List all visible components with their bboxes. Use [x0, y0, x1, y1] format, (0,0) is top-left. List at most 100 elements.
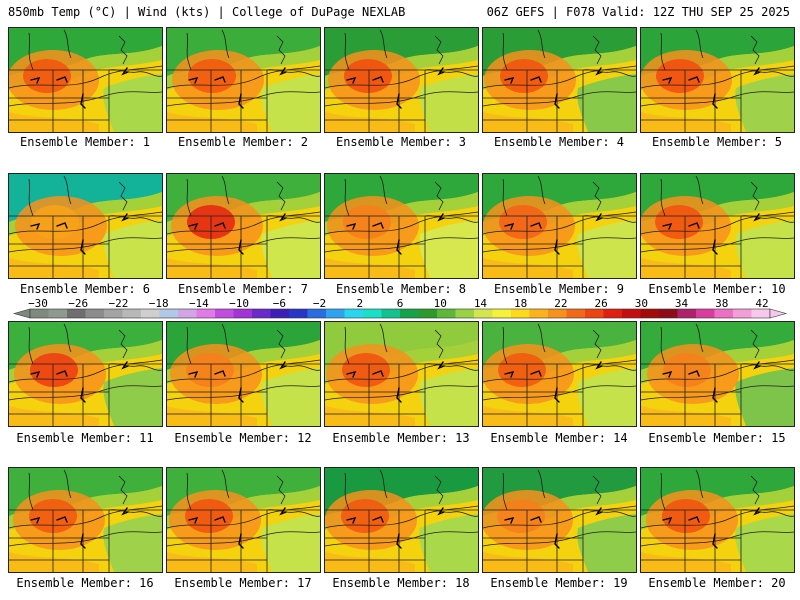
- panel-caption-member-14: Ensemble Member: 14: [490, 431, 628, 445]
- colorbar-swatch: [122, 309, 142, 318]
- map-panel-member-9: [482, 173, 637, 279]
- panel-caption-member-18: Ensemble Member: 18: [332, 576, 470, 590]
- colorbar-swatch: [659, 309, 678, 318]
- colorbar-swatch: [307, 309, 327, 318]
- colorbar-swatch: [696, 309, 715, 318]
- map-panel-member-10: [640, 173, 795, 279]
- colorbar-label: −6: [272, 297, 286, 310]
- colorbar-swatch: [85, 309, 105, 318]
- colorbar-label: 38: [715, 297, 729, 310]
- colorbar-swatch: [603, 309, 623, 318]
- map-panel-member-3: [324, 27, 479, 133]
- colorbar-swatch: [159, 309, 179, 318]
- panel-caption-member-12: Ensemble Member: 12: [174, 431, 312, 445]
- panel-caption-member-3: Ensemble Member: 3: [335, 135, 467, 149]
- colorbar-swatch: [196, 309, 216, 318]
- map-panel-member-15: [640, 321, 795, 427]
- colorbar-swatch: [326, 309, 345, 318]
- colorbar-swatch: [455, 309, 475, 318]
- panel-caption-member-8: Ensemble Member: 8: [335, 282, 467, 296]
- panel-caption-member-5: Ensemble Member: 5: [651, 135, 783, 149]
- colorbar-label: 42: [755, 297, 769, 310]
- colorbar-left-arrow: [12, 308, 31, 319]
- colorbar-swatch: [585, 309, 604, 318]
- colorbar-swatch: [437, 309, 456, 318]
- colorbar-swatch: [492, 309, 512, 318]
- panel-caption-member-4: Ensemble Member: 4: [493, 135, 625, 149]
- colorbar-swatch: [289, 309, 308, 318]
- colorbar-swatch: [511, 309, 530, 318]
- map-panel-member-17: [166, 467, 321, 573]
- map-panel-member-1: [8, 27, 163, 133]
- colorbar-swatch: [714, 309, 734, 318]
- panel-caption-member-11: Ensemble Member: 11: [16, 431, 154, 445]
- panel-caption-member-10: Ensemble Member: 10: [648, 282, 786, 296]
- colorbar-swatch: [751, 309, 771, 318]
- map-panel-member-20: [640, 467, 795, 573]
- colorbar-swatch: [566, 309, 586, 318]
- panel-caption-member-16: Ensemble Member: 16: [16, 576, 154, 590]
- colorbar-label: −18: [148, 297, 169, 310]
- map-panel-member-14: [482, 321, 637, 427]
- colorbar-swatch: [474, 309, 493, 318]
- colorbar-swatch: [344, 309, 364, 318]
- panel-caption-member-1: Ensemble Member: 1: [19, 135, 151, 149]
- map-panel-member-18: [324, 467, 479, 573]
- colorbar-label: 26: [594, 297, 608, 310]
- colorbar-label: 18: [514, 297, 528, 310]
- colorbar-label: 14: [473, 297, 488, 310]
- colorbar-swatch: [400, 309, 419, 318]
- panel-caption-member-17: Ensemble Member: 17: [174, 576, 312, 590]
- colorbar-swatch: [48, 309, 68, 318]
- colorbar-label: −2: [312, 297, 327, 310]
- colorbar-swatch: [548, 309, 567, 318]
- panel-caption-member-6: Ensemble Member: 6: [19, 282, 151, 296]
- panel-caption-member-19: Ensemble Member: 19: [490, 576, 628, 590]
- colorbar-swatch: [381, 309, 401, 318]
- map-panel-member-2: [166, 27, 321, 133]
- map-panel-member-11: [8, 321, 163, 427]
- map-panel-member-8: [324, 173, 479, 279]
- colorbar-swatch: [529, 309, 549, 318]
- map-panel-member-4: [482, 27, 637, 133]
- colorbar-swatch: [104, 309, 123, 318]
- map-panel-member-13: [324, 321, 479, 427]
- temperature-colorbar: [12, 308, 788, 319]
- panel-caption-member-9: Ensemble Member: 9: [493, 282, 625, 296]
- colorbar-label: 6: [396, 297, 404, 310]
- map-panel-member-6: [8, 173, 163, 279]
- colorbar-swatch: [418, 309, 438, 318]
- colorbar-swatch: [67, 309, 86, 318]
- header-title-left: 850mb Temp (°C) | Wind (kts) | College o…: [8, 5, 406, 19]
- panel-caption-member-2: Ensemble Member: 2: [177, 135, 309, 149]
- colorbar-label: 34: [674, 297, 689, 310]
- colorbar-swatch: [30, 309, 49, 318]
- colorbar-label: 30: [634, 297, 648, 310]
- colorbar-label: −10: [229, 297, 250, 310]
- colorbar-swatch: [141, 309, 160, 318]
- map-panel-member-7: [166, 173, 321, 279]
- panel-caption-member-15: Ensemble Member: 15: [648, 431, 786, 445]
- colorbar-swatch: [622, 309, 641, 318]
- colorbar-label: −26: [68, 297, 89, 310]
- colorbar-label: −30: [28, 297, 48, 310]
- colorbar-label: 2: [356, 297, 364, 310]
- colorbar-swatch: [733, 309, 752, 318]
- colorbar-swatch: [270, 309, 290, 318]
- colorbar-swatch: [363, 309, 382, 318]
- header-title-right: 06Z GEFS | F078 Valid: 12Z THU SEP 25 20…: [486, 5, 790, 19]
- colorbar-swatch: [233, 309, 253, 318]
- colorbar-label: −14: [188, 297, 209, 310]
- map-panel-member-5: [640, 27, 795, 133]
- colorbar-swatch: [215, 309, 234, 318]
- colorbar-swatch: [252, 309, 271, 318]
- colorbar-right-arrow: [769, 308, 788, 319]
- panel-caption-member-7: Ensemble Member: 7: [177, 282, 309, 296]
- map-panel-member-19: [482, 467, 637, 573]
- panel-caption-member-20: Ensemble Member: 20: [648, 576, 786, 590]
- colorbar-swatch: [640, 309, 660, 318]
- colorbar-label: 22: [554, 297, 568, 310]
- colorbar-label: 10: [433, 297, 447, 310]
- colorbar-label: −22: [108, 297, 129, 310]
- map-panel-member-12: [166, 321, 321, 427]
